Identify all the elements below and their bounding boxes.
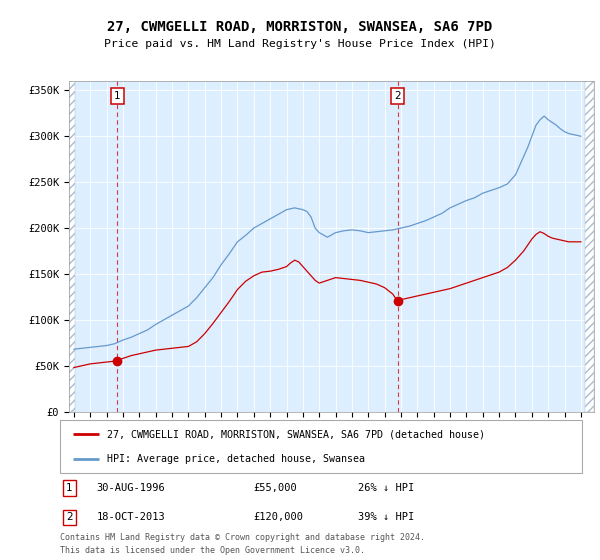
Text: 39% ↓ HPI: 39% ↓ HPI xyxy=(358,512,414,522)
FancyBboxPatch shape xyxy=(60,420,582,473)
Text: HPI: Average price, detached house, Swansea: HPI: Average price, detached house, Swan… xyxy=(107,454,365,464)
Text: £55,000: £55,000 xyxy=(253,483,297,493)
Text: 27, CWMGELLI ROAD, MORRISTON, SWANSEA, SA6 7PD (detached house): 27, CWMGELLI ROAD, MORRISTON, SWANSEA, S… xyxy=(107,430,485,440)
Text: 30-AUG-1996: 30-AUG-1996 xyxy=(97,483,165,493)
Text: 18-OCT-2013: 18-OCT-2013 xyxy=(97,512,165,522)
Text: 2: 2 xyxy=(66,512,73,522)
Text: 27, CWMGELLI ROAD, MORRISTON, SWANSEA, SA6 7PD: 27, CWMGELLI ROAD, MORRISTON, SWANSEA, S… xyxy=(107,20,493,34)
Text: Price paid vs. HM Land Registry's House Price Index (HPI): Price paid vs. HM Land Registry's House … xyxy=(104,39,496,49)
Text: 1: 1 xyxy=(66,483,73,493)
Text: £120,000: £120,000 xyxy=(253,512,303,522)
Text: 2: 2 xyxy=(394,91,401,101)
Text: Contains HM Land Registry data © Crown copyright and database right 2024.: Contains HM Land Registry data © Crown c… xyxy=(60,533,425,542)
Text: This data is licensed under the Open Government Licence v3.0.: This data is licensed under the Open Gov… xyxy=(60,546,365,555)
Text: 1: 1 xyxy=(114,91,121,101)
Text: 26% ↓ HPI: 26% ↓ HPI xyxy=(358,483,414,493)
